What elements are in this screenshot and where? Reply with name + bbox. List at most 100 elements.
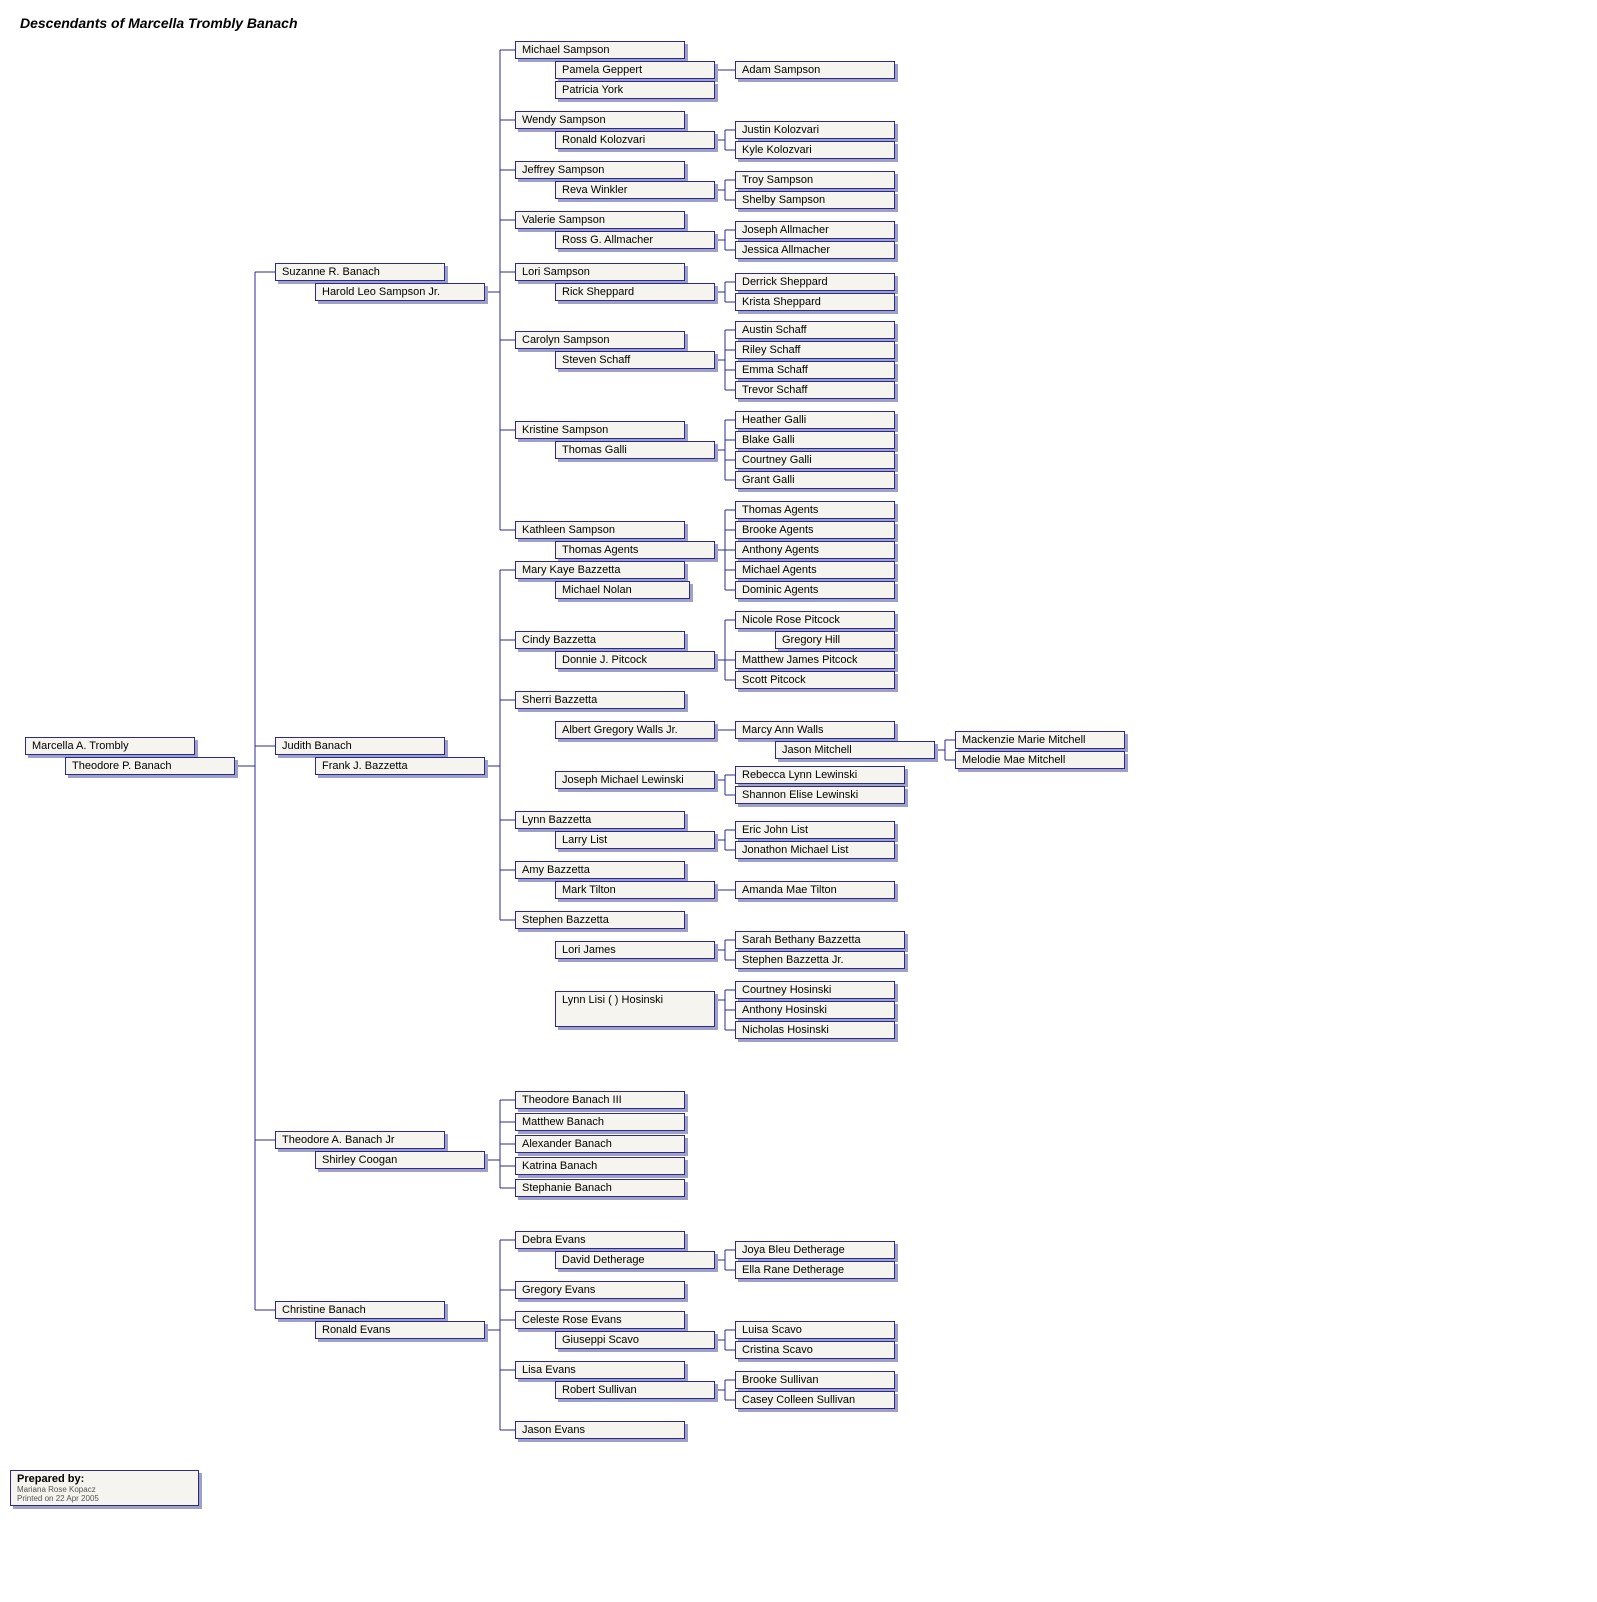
person-box: Jonathon Michael List [735, 841, 895, 859]
person-box: Anthony Hosinski [735, 1001, 895, 1019]
tree-node: Kathleen Sampson [515, 521, 685, 539]
tree-node: Brooke Sullivan [735, 1371, 895, 1389]
person-box: Thomas Agents [555, 541, 715, 559]
tree-node: Trevor Schaff [735, 381, 895, 399]
tree-node: Katrina Banach [515, 1157, 685, 1175]
tree-node: Michael Agents [735, 561, 895, 579]
person-box: David Detherage [555, 1251, 715, 1269]
tree-node: Michael Nolan [555, 581, 690, 599]
person-box: Eric John List [735, 821, 895, 839]
person-box: Lynn Bazzetta [515, 811, 685, 829]
person-box: Brooke Agents [735, 521, 895, 539]
tree-node: Michael Sampson [515, 41, 685, 59]
person-box: Trevor Schaff [735, 381, 895, 399]
tree-node: Gregory Hill [775, 631, 895, 649]
person-box: Amanda Mae Tilton [735, 881, 895, 899]
person-box: Rebecca Lynn Lewinski [735, 766, 905, 784]
tree-node: Riley Schaff [735, 341, 895, 359]
person-box: Alexander Banach [515, 1135, 685, 1153]
tree-node: Jessica Allmacher [735, 241, 895, 259]
tree-node: Nicole Rose Pitcock [735, 611, 895, 629]
person-box: Nicholas Hosinski [735, 1021, 895, 1039]
person-box: Gregory Hill [775, 631, 895, 649]
person-box: Kristine Sampson [515, 421, 685, 439]
person-box: Katrina Banach [515, 1157, 685, 1175]
tree-node: Reva Winkler [555, 181, 715, 199]
tree-node: Cindy Bazzetta [515, 631, 685, 649]
tree-node: Thomas Galli [555, 441, 715, 459]
person-box: Adam Sampson [735, 61, 895, 79]
tree-node: Jason Mitchell [775, 741, 935, 759]
person-box: Pamela Geppert [555, 61, 715, 79]
person-box: Justin Kolozvari [735, 121, 895, 139]
person-box: Riley Schaff [735, 341, 895, 359]
person-box: Courtney Galli [735, 451, 895, 469]
tree-node: Sarah Bethany Bazzetta [735, 931, 905, 949]
tree-node: Donnie J. Pitcock [555, 651, 715, 669]
person-box: Matthew Banach [515, 1113, 685, 1131]
tree-node: Pamela Geppert [555, 61, 715, 79]
person-box: Valerie Sampson [515, 211, 685, 229]
person-box: Troy Sampson [735, 171, 895, 189]
person-box: Michael Nolan [555, 581, 690, 599]
tree-node: Theodore P. Banach [65, 757, 235, 775]
tree-node: Troy Sampson [735, 171, 895, 189]
tree-node: Stephen Bazzetta [515, 911, 685, 929]
tree-node: Kyle Kolozvari [735, 141, 895, 159]
person-box: Carolyn Sampson [515, 331, 685, 349]
person-box: Thomas Agents [735, 501, 895, 519]
tree-node: Joya Bleu Detherage [735, 1241, 895, 1259]
tree-node: Matthew Banach [515, 1113, 685, 1131]
person-box: Brooke Sullivan [735, 1371, 895, 1389]
person-box: Blake Galli [735, 431, 895, 449]
tree-node: Melodie Mae Mitchell [955, 751, 1125, 769]
person-box: Lisa Evans [515, 1361, 685, 1379]
tree-node: Marcella A. Trombly [25, 737, 195, 755]
tree-node: Joseph Allmacher [735, 221, 895, 239]
tree-node: Shannon Elise Lewinski [735, 786, 905, 804]
person-box: Lynn Lisi ( ) Hosinski [555, 991, 715, 1027]
family-tree: Marcella A. TromblyTheodore P. BanachSuz… [10, 31, 1587, 1581]
footer-box: Prepared by: Mariana Rose Kopacz Printed… [10, 1470, 199, 1506]
tree-node: Amanda Mae Tilton [735, 881, 895, 899]
tree-node: Justin Kolozvari [735, 121, 895, 139]
tree-node: Ross G. Allmacher [555, 231, 715, 249]
tree-node: Sherri Bazzetta [515, 691, 685, 709]
tree-node: Krista Sheppard [735, 293, 895, 311]
person-box: Lori Sampson [515, 263, 685, 281]
person-box: Thomas Galli [555, 441, 715, 459]
tree-node: Austin Schaff [735, 321, 895, 339]
tree-node: Harold Leo Sampson Jr. [315, 283, 485, 301]
person-box: Jason Evans [515, 1421, 685, 1439]
person-box: Steven Schaff [555, 351, 715, 369]
tree-node: Eric John List [735, 821, 895, 839]
person-box: Albert Gregory Walls Jr. [555, 721, 715, 739]
person-box: Courtney Hosinski [735, 981, 895, 999]
tree-node: Nicholas Hosinski [735, 1021, 895, 1039]
person-box: Amy Bazzetta [515, 861, 685, 879]
tree-node: Ella Rane Detherage [735, 1261, 895, 1279]
person-box: Celeste Rose Evans [515, 1311, 685, 1329]
tree-node: Ronald Evans [315, 1321, 485, 1339]
tree-node: Thomas Agents [555, 541, 715, 559]
person-box: Sarah Bethany Bazzetta [735, 931, 905, 949]
tree-node: Rebecca Lynn Lewinski [735, 766, 905, 784]
person-box: Casey Colleen Sullivan [735, 1391, 895, 1409]
person-box: Frank J. Bazzetta [315, 757, 485, 775]
person-box: Jessica Allmacher [735, 241, 895, 259]
person-box: Dominic Agents [735, 581, 895, 599]
person-box: Krista Sheppard [735, 293, 895, 311]
tree-node: Blake Galli [735, 431, 895, 449]
person-box: Donnie J. Pitcock [555, 651, 715, 669]
person-box: Debra Evans [515, 1231, 685, 1249]
tree-node: Shirley Coogan [315, 1151, 485, 1169]
tree-node: Lynn Lisi ( ) Hosinski [555, 991, 715, 1027]
person-box: Stephen Bazzetta [515, 911, 685, 929]
person-box: Theodore Banach III [515, 1091, 685, 1109]
tree-node: Lynn Bazzetta [515, 811, 685, 829]
tree-node: Christine Banach [275, 1301, 445, 1319]
tree-node: Wendy Sampson [515, 111, 685, 129]
tree-node: Grant Galli [735, 471, 895, 489]
person-box: Kathleen Sampson [515, 521, 685, 539]
tree-node: Theodore Banach III [515, 1091, 685, 1109]
